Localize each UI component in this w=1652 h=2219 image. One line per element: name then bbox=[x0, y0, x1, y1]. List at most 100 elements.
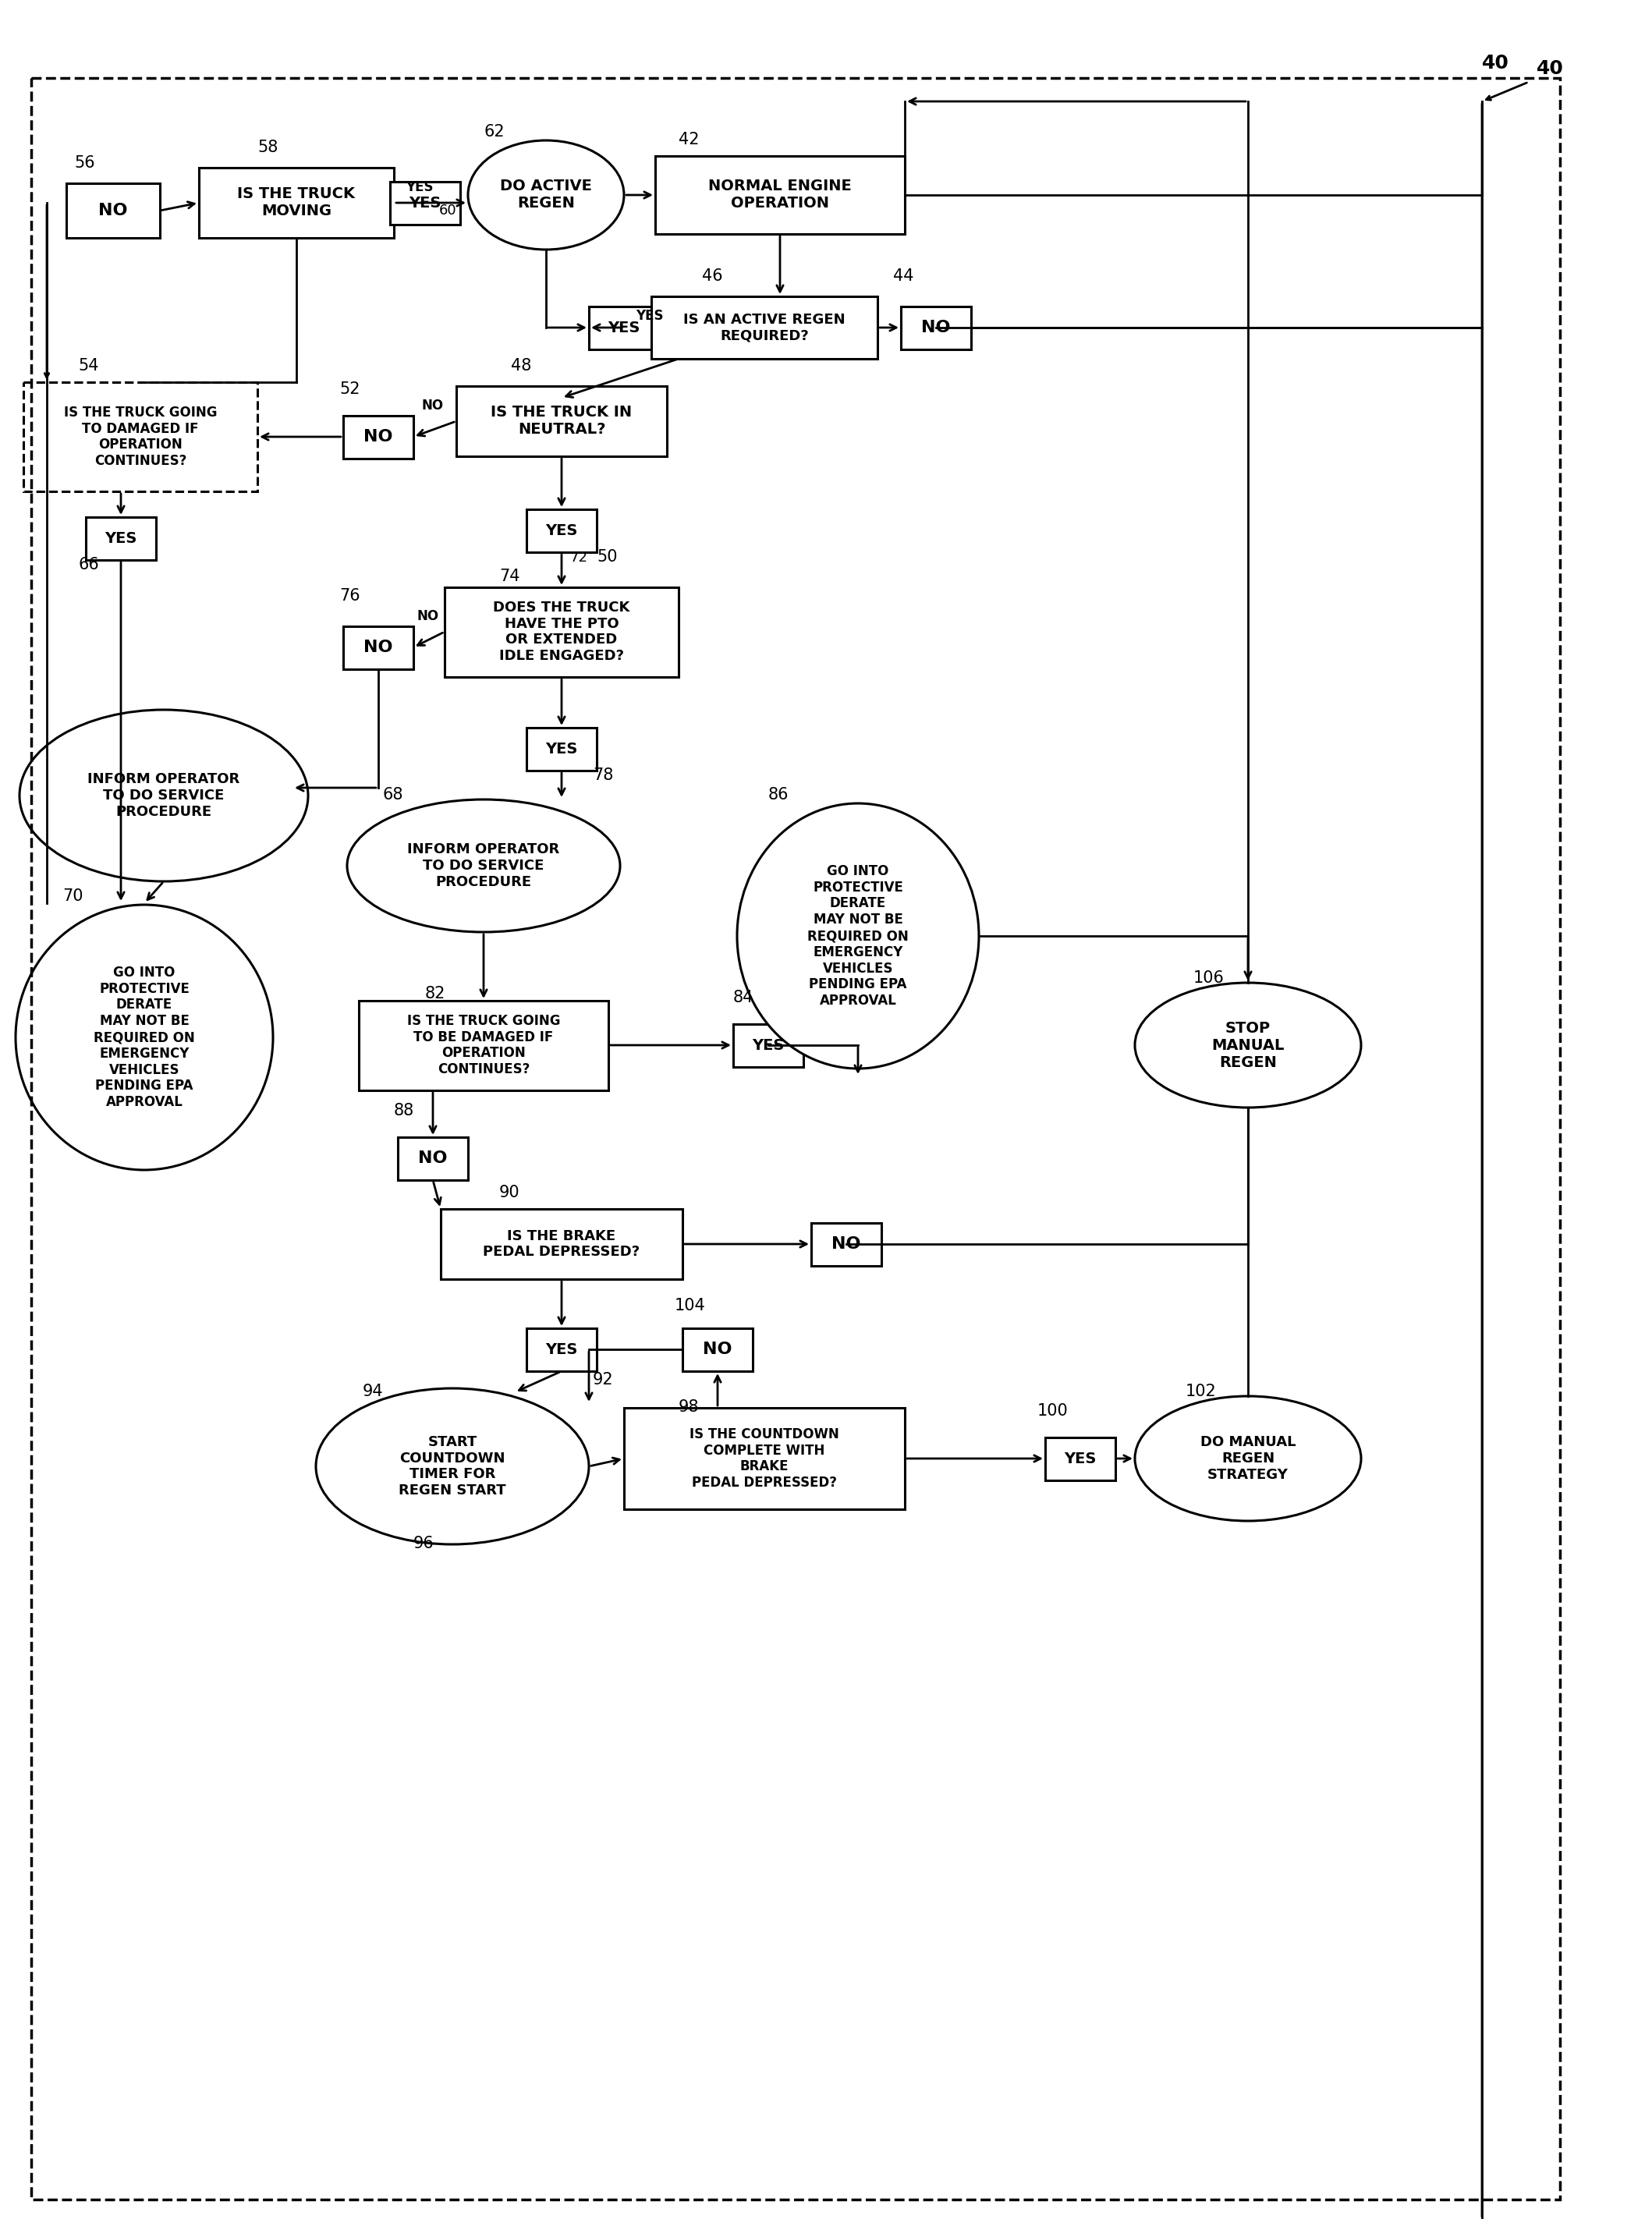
Ellipse shape bbox=[1135, 983, 1361, 1107]
Text: 90: 90 bbox=[499, 1185, 520, 1200]
Ellipse shape bbox=[15, 905, 273, 1169]
Text: NO: NO bbox=[922, 320, 950, 335]
FancyBboxPatch shape bbox=[588, 306, 659, 348]
Text: NO: NO bbox=[99, 202, 127, 217]
Text: IS THE BRAKE
PEDAL DEPRESSED?: IS THE BRAKE PEDAL DEPRESSED? bbox=[482, 1229, 639, 1258]
Text: 66: 66 bbox=[78, 557, 99, 573]
Text: YES: YES bbox=[608, 320, 639, 335]
Text: 78: 78 bbox=[593, 768, 613, 783]
Text: 70: 70 bbox=[63, 888, 83, 903]
Text: IS THE TRUCK
MOVING: IS THE TRUCK MOVING bbox=[238, 186, 355, 220]
Text: 104: 104 bbox=[674, 1298, 705, 1314]
Text: 88: 88 bbox=[393, 1103, 415, 1118]
Ellipse shape bbox=[468, 140, 624, 249]
FancyBboxPatch shape bbox=[900, 306, 971, 348]
Text: IS THE TRUCK GOING
TO DAMAGED IF
OPERATION
CONTINUES?: IS THE TRUCK GOING TO DAMAGED IF OPERATI… bbox=[64, 406, 216, 468]
FancyBboxPatch shape bbox=[23, 382, 258, 490]
Text: IS THE COUNTDOWN
COMPLETE WITH
BRAKE
PEDAL DEPRESSED?: IS THE COUNTDOWN COMPLETE WITH BRAKE PED… bbox=[689, 1427, 839, 1489]
Text: 94: 94 bbox=[363, 1385, 383, 1400]
Text: YES: YES bbox=[752, 1038, 785, 1052]
Text: DOES THE TRUCK
HAVE THE PTO
OR EXTENDED
IDLE ENGAGED?: DOES THE TRUCK HAVE THE PTO OR EXTENDED … bbox=[494, 601, 629, 663]
FancyBboxPatch shape bbox=[733, 1023, 803, 1067]
Text: 74: 74 bbox=[499, 568, 520, 584]
Text: 58: 58 bbox=[258, 140, 278, 155]
Text: YES: YES bbox=[406, 180, 433, 195]
FancyBboxPatch shape bbox=[656, 155, 905, 233]
FancyBboxPatch shape bbox=[86, 517, 155, 559]
Text: NO: NO bbox=[704, 1342, 732, 1358]
FancyBboxPatch shape bbox=[441, 1209, 682, 1278]
Text: IS AN ACTIVE REGEN
REQUIRED?: IS AN ACTIVE REGEN REQUIRED? bbox=[684, 313, 846, 342]
Text: DO MANUAL
REGEN
STRATEGY: DO MANUAL REGEN STRATEGY bbox=[1201, 1436, 1295, 1482]
Text: 100: 100 bbox=[1037, 1402, 1069, 1418]
Text: YES: YES bbox=[636, 308, 664, 324]
FancyBboxPatch shape bbox=[527, 728, 596, 770]
Text: INFORM OPERATOR
TO DO SERVICE
PROCEDURE: INFORM OPERATOR TO DO SERVICE PROCEDURE bbox=[88, 772, 240, 819]
Ellipse shape bbox=[737, 803, 980, 1070]
Text: 76: 76 bbox=[339, 588, 360, 604]
Text: NO: NO bbox=[831, 1236, 861, 1252]
FancyBboxPatch shape bbox=[1046, 1438, 1115, 1480]
Text: 68: 68 bbox=[382, 788, 403, 803]
FancyBboxPatch shape bbox=[624, 1407, 905, 1509]
Text: 84: 84 bbox=[733, 990, 753, 1005]
Text: START
COUNTDOWN
TIMER FOR
REGEN START: START COUNTDOWN TIMER FOR REGEN START bbox=[398, 1436, 506, 1498]
Text: 98: 98 bbox=[679, 1400, 699, 1416]
Ellipse shape bbox=[316, 1389, 588, 1544]
Text: NO: NO bbox=[421, 399, 443, 413]
FancyBboxPatch shape bbox=[456, 386, 667, 457]
Ellipse shape bbox=[1135, 1396, 1361, 1520]
Text: 72: 72 bbox=[570, 550, 588, 564]
FancyBboxPatch shape bbox=[358, 1001, 608, 1090]
Text: 60: 60 bbox=[439, 204, 456, 217]
Text: 40: 40 bbox=[1536, 60, 1564, 78]
FancyBboxPatch shape bbox=[66, 184, 160, 237]
Text: YES: YES bbox=[410, 195, 441, 211]
Text: STOP
MANUAL
REGEN: STOP MANUAL REGEN bbox=[1211, 1021, 1284, 1070]
Text: 96: 96 bbox=[413, 1536, 434, 1551]
Text: 42: 42 bbox=[679, 131, 699, 146]
FancyBboxPatch shape bbox=[344, 626, 413, 668]
FancyBboxPatch shape bbox=[344, 415, 413, 459]
Text: YES: YES bbox=[545, 1342, 578, 1356]
Text: GO INTO
PROTECTIVE
DERATE
MAY NOT BE
REQUIRED ON
EMERGENCY
VEHICLES
PENDING EPA
: GO INTO PROTECTIVE DERATE MAY NOT BE REQ… bbox=[808, 863, 909, 1007]
Text: 46: 46 bbox=[702, 268, 724, 284]
Ellipse shape bbox=[347, 799, 620, 932]
Text: 54: 54 bbox=[78, 357, 99, 373]
Text: NORMAL ENGINE
OPERATION: NORMAL ENGINE OPERATION bbox=[709, 180, 852, 211]
Text: 102: 102 bbox=[1186, 1385, 1216, 1400]
Text: NO: NO bbox=[418, 610, 439, 624]
Text: YES: YES bbox=[545, 741, 578, 757]
Text: INFORM OPERATOR
TO DO SERVICE
PROCEDURE: INFORM OPERATOR TO DO SERVICE PROCEDURE bbox=[408, 843, 560, 890]
Text: 50: 50 bbox=[596, 548, 618, 564]
FancyBboxPatch shape bbox=[811, 1223, 882, 1265]
FancyBboxPatch shape bbox=[390, 182, 461, 224]
Text: 44: 44 bbox=[894, 268, 914, 284]
Text: YES: YES bbox=[545, 524, 578, 537]
Ellipse shape bbox=[20, 710, 307, 881]
FancyBboxPatch shape bbox=[398, 1136, 468, 1181]
Text: DO ACTIVE
REGEN: DO ACTIVE REGEN bbox=[501, 180, 591, 211]
Text: 106: 106 bbox=[1193, 970, 1224, 985]
Text: IS THE TRUCK GOING
TO BE DAMAGED IF
OPERATION
CONTINUES?: IS THE TRUCK GOING TO BE DAMAGED IF OPER… bbox=[406, 1014, 560, 1076]
FancyBboxPatch shape bbox=[527, 1327, 596, 1371]
Text: 52: 52 bbox=[339, 382, 360, 397]
Text: 56: 56 bbox=[74, 155, 94, 171]
Text: 86: 86 bbox=[768, 788, 790, 803]
Text: NO: NO bbox=[363, 428, 393, 444]
Text: 48: 48 bbox=[510, 357, 532, 373]
Text: 62: 62 bbox=[484, 124, 504, 140]
FancyBboxPatch shape bbox=[682, 1327, 753, 1371]
Text: YES: YES bbox=[104, 530, 137, 546]
FancyBboxPatch shape bbox=[198, 169, 393, 237]
Text: NO: NO bbox=[418, 1149, 448, 1165]
Text: GO INTO
PROTECTIVE
DERATE
MAY NOT BE
REQUIRED ON
EMERGENCY
VEHICLES
PENDING EPA
: GO INTO PROTECTIVE DERATE MAY NOT BE REQ… bbox=[94, 965, 195, 1110]
FancyBboxPatch shape bbox=[444, 586, 679, 677]
FancyBboxPatch shape bbox=[527, 508, 596, 553]
FancyBboxPatch shape bbox=[651, 297, 877, 359]
Text: 82: 82 bbox=[425, 985, 446, 1001]
Text: 40: 40 bbox=[1482, 53, 1510, 73]
Text: NO: NO bbox=[363, 639, 393, 655]
Text: YES: YES bbox=[1064, 1451, 1097, 1467]
Text: IS THE TRUCK IN
NEUTRAL?: IS THE TRUCK IN NEUTRAL? bbox=[491, 406, 633, 437]
